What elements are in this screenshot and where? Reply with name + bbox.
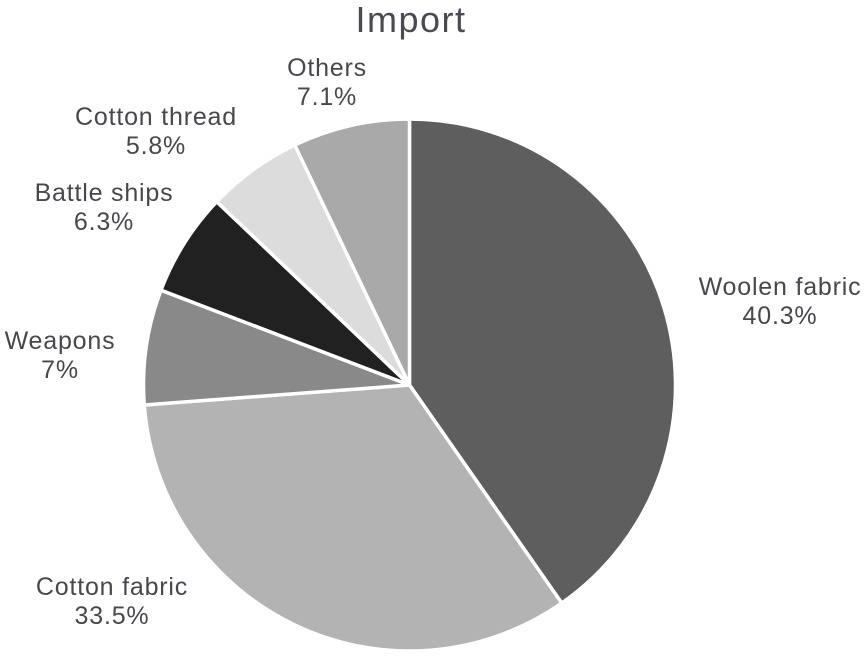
label-others: Others 7.1% bbox=[287, 54, 367, 112]
label-others-name: Others bbox=[287, 54, 367, 82]
label-weapons-name: Weapons bbox=[4, 327, 116, 355]
label-woolen-fabric: Woolen fabric 40.3% bbox=[699, 273, 862, 331]
label-weapons: Weapons 7% bbox=[5, 327, 116, 385]
label-battle-ships-pct: 6.3% bbox=[73, 208, 135, 236]
pie-slice-woolen-fabric bbox=[407, 117, 678, 605]
label-others-pct: 7.1% bbox=[296, 83, 358, 111]
label-battle-ships: Battle ships 6.3% bbox=[35, 179, 174, 237]
pie-slice-cotton-fabric bbox=[142, 383, 564, 653]
label-weapons-pct: 7% bbox=[41, 356, 79, 384]
label-cotton-thread-pct: 5.8% bbox=[125, 132, 187, 160]
label-woolen-fabric-pct: 40.3% bbox=[742, 302, 818, 330]
label-woolen-fabric-name: Woolen fabric bbox=[698, 273, 862, 301]
label-cotton-fabric-name: Cotton fabric bbox=[35, 573, 189, 601]
label-cotton-fabric-pct: 33.5% bbox=[74, 602, 150, 630]
label-cotton-thread-name: Cotton thread bbox=[75, 103, 237, 131]
chart-title: Import bbox=[355, 0, 467, 40]
label-battle-ships-name: Battle ships bbox=[34, 179, 174, 207]
label-cotton-thread: Cotton thread 5.8% bbox=[75, 103, 237, 161]
label-cotton-fabric: Cotton fabric 33.5% bbox=[36, 573, 188, 631]
pie-slice-others bbox=[292, 117, 412, 387]
pie-slice-weapons bbox=[141, 288, 412, 407]
